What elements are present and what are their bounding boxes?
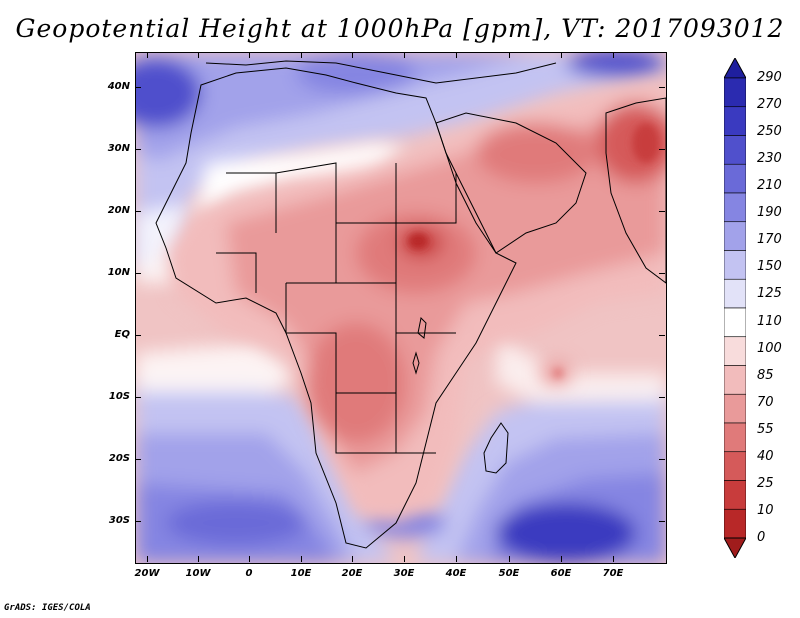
lon-label: 0: [245, 568, 253, 579]
lat-label: EQ: [114, 329, 130, 340]
lat-tick: [135, 149, 141, 150]
lon-label: 20E: [341, 568, 363, 579]
colorbar-segment: [724, 250, 746, 280]
colorbar: [724, 58, 746, 558]
footer-credit: GrADS: IGES/COLA: [4, 603, 91, 613]
colorbar-label: 55: [757, 421, 774, 437]
lon-tick: [301, 556, 302, 562]
colorbar-label: 250: [757, 124, 782, 140]
lat-tick: [135, 397, 141, 398]
lat-label: 40N: [107, 81, 130, 92]
colorbar-label: 25: [757, 475, 774, 491]
colorbar-label: 290: [757, 70, 782, 85]
lat-tick: [659, 335, 665, 336]
colorbar-label: 150: [757, 259, 782, 275]
colorbar-label: 110: [757, 313, 782, 329]
lon-tick: [404, 556, 405, 562]
lon-tick: [198, 52, 199, 58]
colorbar-segment: [724, 365, 746, 395]
lat-label: 20N: [107, 205, 130, 216]
colorbar-segment: [724, 508, 746, 539]
lat-tick: [135, 521, 141, 522]
lon-tick: [301, 52, 302, 58]
colorbar-label: 270: [757, 97, 782, 113]
lat-tick: [135, 335, 141, 336]
lon-tick: [147, 556, 148, 562]
lon-tick: [404, 52, 405, 58]
lat-label: 30S: [108, 515, 130, 526]
lon-tick: [561, 52, 562, 58]
colorbar-cap-bottom: [724, 537, 746, 558]
colorbar-label: 40: [757, 448, 774, 464]
lon-tick: [561, 556, 562, 562]
colorbar-segment: [724, 307, 746, 338]
lon-tick: [613, 556, 614, 562]
lon-label: 50E: [498, 568, 520, 579]
lat-tick: [659, 521, 665, 522]
colorbar-label: 10: [757, 502, 774, 518]
lon-label: 10W: [185, 568, 211, 579]
colorbar-label: 210: [757, 178, 782, 194]
colorbar-label: 100: [757, 340, 782, 356]
lat-tick: [659, 459, 665, 460]
lat-tick: [659, 397, 665, 398]
lon-label: 70E: [602, 568, 624, 579]
lat-label: 10S: [108, 391, 130, 402]
lon-tick: [147, 52, 148, 58]
lat-tick: [135, 459, 141, 460]
lon-tick: [456, 556, 457, 562]
lon-tick: [509, 52, 510, 58]
colorbar-label: 0: [757, 530, 766, 545]
hotspot-contours: [408, 123, 660, 378]
lon-tick: [198, 556, 199, 562]
colorbar-segment: [724, 336, 746, 366]
colorbar-segment: [724, 163, 746, 194]
colorbar-label: 190: [757, 205, 782, 221]
colorbar-segment: [724, 192, 746, 223]
lat-label: 20S: [108, 453, 130, 464]
colorbar-segment: [724, 278, 746, 309]
lon-tick: [352, 52, 353, 58]
lat-label: 10N: [107, 267, 130, 278]
lon-tick: [456, 52, 457, 58]
colorbar-segment: [724, 221, 746, 251]
colorbar-segment: [724, 77, 746, 108]
lon-label: 40E: [445, 568, 467, 579]
lon-tick: [352, 556, 353, 562]
lat-tick: [659, 273, 665, 274]
geopotential-field: [136, 53, 666, 563]
lon-tick: [249, 52, 250, 58]
colorbar-label: 125: [757, 286, 782, 302]
coastlines: [155, 60, 666, 549]
map-plot-area: [135, 52, 667, 564]
lon-tick: [509, 556, 510, 562]
colorbar-segment: [724, 393, 746, 424]
colorbar-segment: [724, 451, 746, 481]
lat-tick: [135, 87, 141, 88]
colorbar-label: 170: [757, 232, 782, 248]
colorbar-segment: [724, 480, 746, 510]
lon-label: 30E: [393, 568, 415, 579]
lat-tick: [659, 211, 665, 212]
colorbar-label: 85: [757, 367, 774, 383]
map-title: Geopotential Height at 1000hPa [gpm], VT…: [15, 14, 785, 43]
lon-tick: [249, 556, 250, 562]
lon-label: 20W: [134, 568, 160, 579]
lat-label: 30N: [107, 143, 130, 154]
lat-tick: [659, 149, 665, 150]
lat-tick: [135, 211, 141, 212]
colorbar-cap-top: [724, 58, 746, 79]
lon-tick: [613, 52, 614, 58]
lon-label: 60E: [550, 568, 572, 579]
colorbar-label: 70: [757, 394, 774, 410]
colorbar-segment: [724, 106, 746, 136]
colorbar-segment: [724, 135, 746, 165]
lon-label: 10E: [290, 568, 312, 579]
lat-tick: [135, 273, 141, 274]
colorbar-segment: [724, 422, 746, 453]
lat-tick: [659, 87, 665, 88]
colorbar-label: 230: [757, 151, 782, 167]
